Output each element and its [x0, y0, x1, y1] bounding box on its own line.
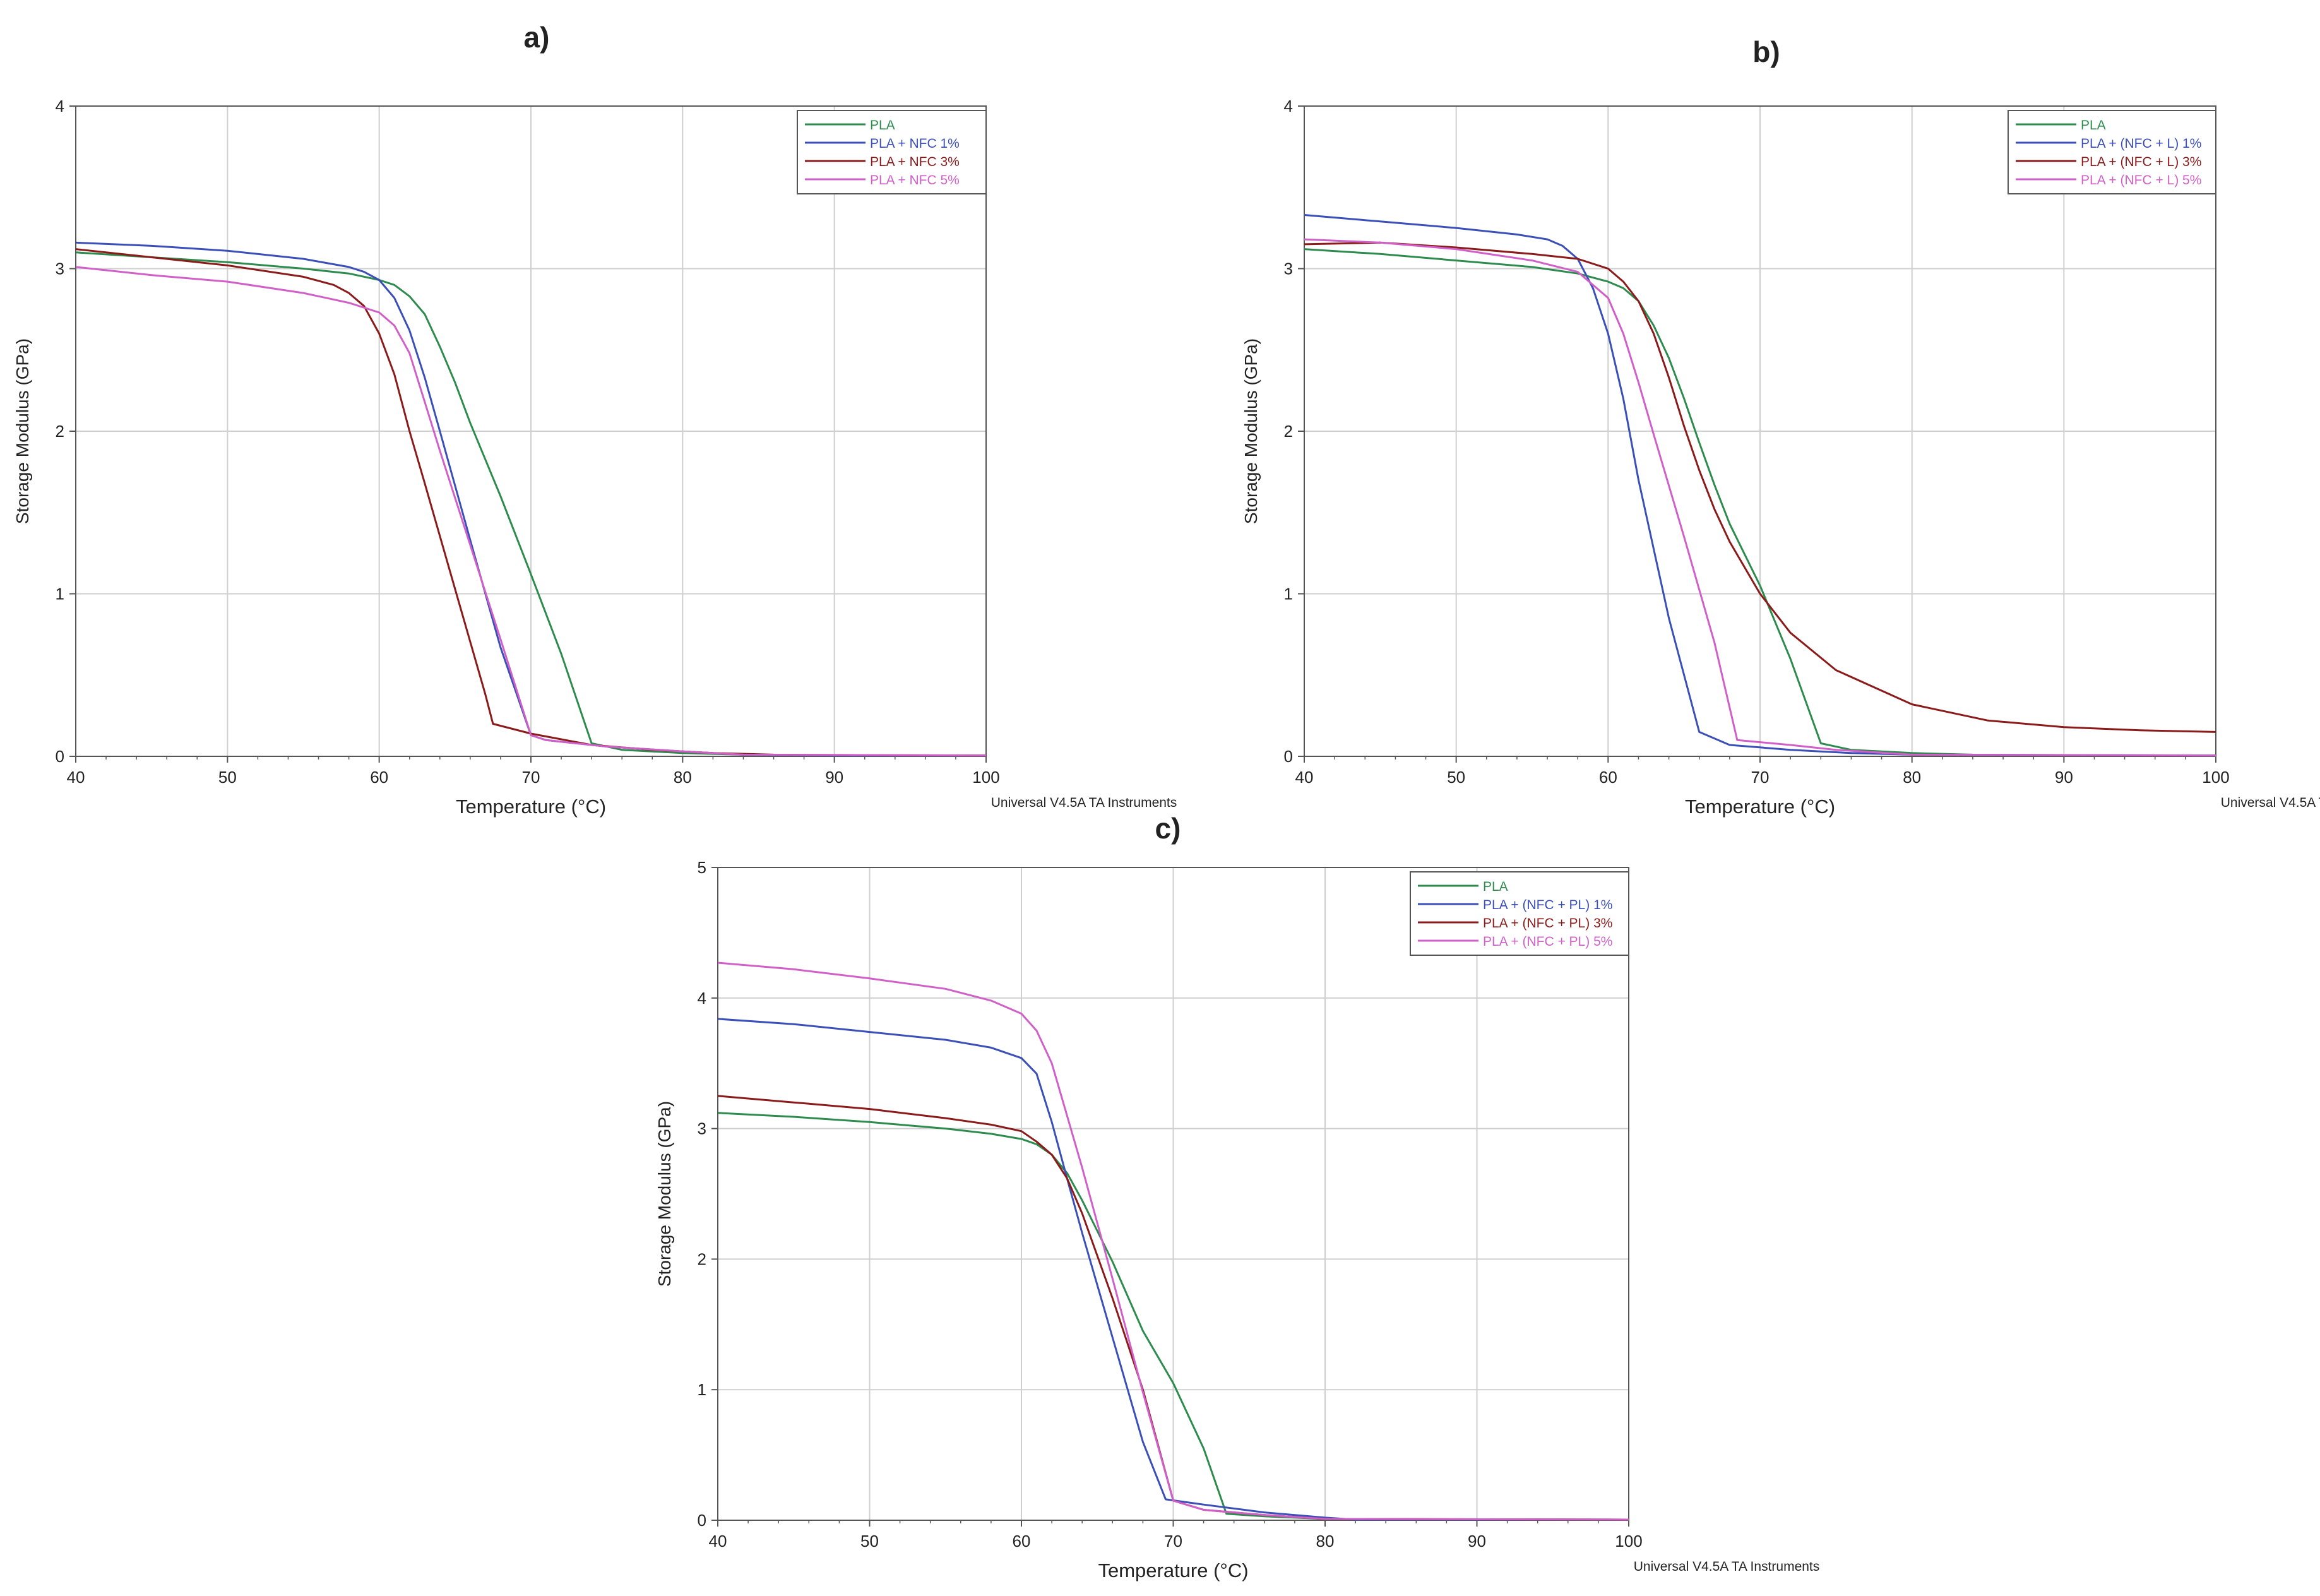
- instrument-footer: Universal V4.5A TA Instruments: [2221, 795, 2320, 810]
- instrument-footer: Universal V4.5A TA Instruments: [1634, 1559, 1820, 1574]
- axis-ticks: 40 50 60 70 80 90 100 0 1 2 3 4: [56, 97, 1000, 787]
- legend-entry: PLA + NFC 5%: [870, 173, 960, 188]
- panel-label: b): [1752, 35, 1780, 68]
- series-lines: [1304, 214, 2216, 757]
- x-tick-label: 60: [1599, 768, 1617, 787]
- series-line-4: [717, 962, 1629, 1521]
- x-tick-label: 40: [67, 768, 85, 787]
- series-lines: [717, 962, 1629, 1521]
- y-tick-label: 4: [1284, 97, 1293, 116]
- series-line-3: [1304, 241, 2216, 733]
- legend-entry: PLA + (NFC + PL) 1%: [1483, 898, 1612, 912]
- x-tick-label: 90: [2055, 768, 2073, 787]
- x-tick-label: 90: [1468, 1532, 1486, 1551]
- series-line-1: [717, 1112, 1629, 1521]
- y-tick-label: 0: [698, 1511, 706, 1530]
- x-tick-label: 50: [1447, 768, 1465, 787]
- chart-panel-c: c) 40 50 60 70 80 90 100 0 1 2 3 4 5 PLA PLA + (NFC +…: [655, 812, 1819, 1581]
- x-tick-label: 80: [1316, 1532, 1335, 1551]
- legend-entry: PLA: [1483, 879, 1508, 894]
- series-lines: [75, 241, 987, 757]
- panel-label: c): [1155, 812, 1181, 845]
- y-axis-label: Storage Modulus (GPa): [655, 1101, 674, 1287]
- legend-entry: PLA + (NFC + PL) 5%: [1483, 934, 1612, 949]
- x-tick-label: 70: [522, 768, 540, 787]
- x-tick-label: 40: [709, 1532, 727, 1551]
- x-tick-label: 70: [1164, 1532, 1182, 1551]
- x-tick-label: 100: [972, 768, 999, 787]
- legend-entry: PLA + (NFC + L) 5%: [2081, 173, 2201, 188]
- legend-entry: PLA + (NFC + L) 1%: [2081, 136, 2201, 151]
- x-tick-label: 60: [1013, 1532, 1031, 1551]
- y-tick-label: 2: [1284, 422, 1293, 441]
- x-tick-label: 40: [1295, 768, 1314, 787]
- gridlines: [76, 106, 986, 756]
- y-tick-label: 1: [56, 585, 64, 604]
- x-axis-label: Temperature (°C): [1685, 795, 1835, 818]
- y-tick-label: 3: [698, 1119, 706, 1138]
- axis-ticks: 40 50 60 70 80 90 100 0 1 2 3 4 5: [698, 858, 1643, 1551]
- gridlines: [1304, 106, 2216, 756]
- y-tick-label: 2: [698, 1249, 706, 1268]
- y-tick-label: 5: [698, 858, 706, 877]
- legend-entry: PLA + (NFC + PL) 3%: [1483, 916, 1612, 931]
- y-tick-label: 4: [698, 989, 706, 1008]
- series-line-4: [1304, 238, 2216, 757]
- instrument-footer: Universal V4.5A TA Instruments: [991, 795, 1177, 810]
- y-axis-label: Storage Modulus (GPa): [1241, 338, 1261, 524]
- x-tick-label: 80: [1903, 768, 1921, 787]
- x-tick-label: 90: [825, 768, 843, 787]
- series-line-4: [75, 266, 987, 757]
- x-tick-label: 80: [674, 768, 692, 787]
- series-line-1: [1304, 248, 2216, 757]
- chart-panel-b: b) 40 50 60 70 80 90 100 0 1 2 3 4 PLA PLA + (NFC + …: [1241, 35, 2320, 818]
- legend-entry: PLA: [2081, 118, 2106, 133]
- y-tick-label: 3: [1284, 259, 1293, 278]
- series-line-2: [717, 1018, 1629, 1521]
- y-tick-label: 0: [56, 747, 64, 766]
- panel-label: a): [524, 21, 550, 54]
- series-line-1: [75, 251, 986, 757]
- y-tick-label: 2: [56, 422, 64, 441]
- series-line-2: [1304, 214, 2216, 757]
- x-tick-label: 60: [370, 768, 388, 787]
- x-tick-label: 50: [860, 1532, 879, 1551]
- x-tick-label: 70: [1751, 768, 1770, 787]
- x-tick-label: 100: [2202, 768, 2229, 787]
- y-tick-label: 1: [1284, 585, 1293, 604]
- y-tick-label: 4: [56, 97, 64, 116]
- legend: PLA PLA + NFC 1% PLA + NFC 3% PLA + NFC 5%: [797, 110, 987, 194]
- x-axis-label: Temperature (°C): [456, 795, 606, 818]
- y-tick-label: 0: [1284, 747, 1293, 766]
- y-axis-label: Storage Modulus (GPa): [13, 338, 32, 524]
- y-tick-label: 1: [698, 1380, 706, 1399]
- legend-entry: PLA + NFC 3%: [870, 155, 960, 169]
- legend-entry: PLA + (NFC + L) 3%: [2081, 155, 2201, 169]
- x-tick-label: 50: [218, 768, 237, 787]
- y-tick-label: 3: [56, 259, 64, 278]
- x-axis-label: Temperature (°C): [1098, 1559, 1248, 1581]
- x-tick-label: 100: [1615, 1532, 1642, 1551]
- legend: PLA PLA + (NFC + L) 1% PLA + (NFC + L) 3% P…: [2008, 110, 2216, 194]
- legend-entry: PLA: [870, 118, 895, 133]
- axis-ticks: 40 50 60 70 80 90 100 0 1 2 3 4: [1284, 97, 2230, 787]
- legend: PLA PLA + (NFC + PL) 1% PLA + (NFC + PL) 3…: [1410, 871, 1629, 956]
- legend-entry: PLA + NFC 1%: [870, 136, 960, 151]
- gridlines: [718, 867, 1629, 1520]
